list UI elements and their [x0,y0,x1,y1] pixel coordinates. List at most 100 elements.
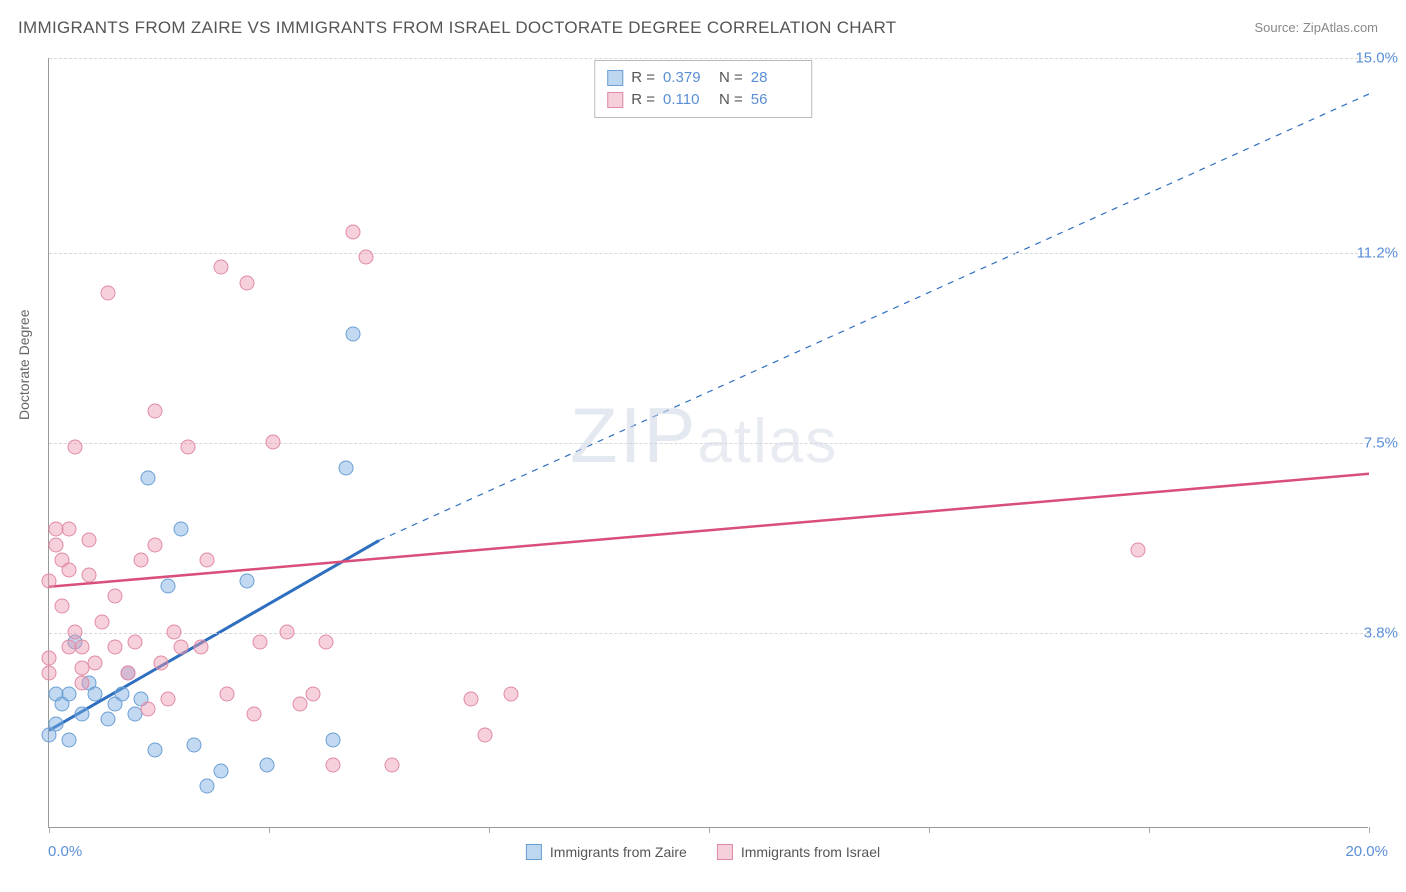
stats-legend-row: R = 0.110 N = 56 [607,89,799,111]
data-point [259,758,274,773]
data-point [200,553,215,568]
data-point [141,701,156,716]
x-axis-min-label: 0.0% [48,843,82,860]
stats-legend-row: R =0.379N =28 [607,67,799,89]
y-tick-label: 11.2% [1357,245,1398,262]
data-point [147,743,162,758]
data-point [464,691,479,706]
data-point [68,440,83,455]
data-point [213,260,228,275]
data-point [154,655,169,670]
legend-label: Immigrants from Zaire [550,844,687,860]
data-point [187,737,202,752]
data-point [48,717,63,732]
data-point [339,460,354,475]
data-point [306,686,321,701]
data-point [48,537,63,552]
data-point [75,640,90,655]
data-point [127,635,142,650]
data-point [174,640,189,655]
data-point [385,758,400,773]
stat-n-value: 28 [751,67,799,89]
trend-line [49,474,1369,587]
data-point [88,686,103,701]
grid-line [49,633,1368,634]
data-point [94,614,109,629]
legend-swatch [717,844,733,860]
x-tick [269,827,270,833]
x-axis-max-label: 20.0% [1345,843,1388,860]
legend-swatch [607,70,623,86]
x-tick [49,827,50,833]
grid-line [49,443,1368,444]
data-point [61,732,76,747]
data-point [147,404,162,419]
data-point [160,691,175,706]
legend-item: Immigrants from Israel [717,844,880,860]
data-point [477,727,492,742]
data-point [174,522,189,537]
data-point [167,624,182,639]
data-point [42,650,57,665]
data-point [325,758,340,773]
data-point [55,599,70,614]
data-point [114,686,129,701]
data-point [75,676,90,691]
data-point [358,250,373,265]
data-point [253,635,268,650]
data-point [160,578,175,593]
data-point [61,563,76,578]
x-tick [929,827,930,833]
data-point [1131,542,1146,557]
data-point [504,686,519,701]
data-point [319,635,334,650]
data-point [325,732,340,747]
legend-swatch [526,844,542,860]
data-point [121,666,136,681]
data-point [101,286,116,301]
data-point [68,624,83,639]
stat-r-label: R = [631,67,655,89]
stat-n-label: N = [719,89,743,111]
chart-title: IMMIGRANTS FROM ZAIRE VS IMMIGRANTS FROM… [18,18,896,38]
stat-r-value: 0.110 [663,89,711,111]
data-point [345,327,360,342]
data-point [81,568,96,583]
data-point [240,573,255,588]
data-point [61,686,76,701]
data-point [42,573,57,588]
grid-line [49,58,1368,59]
data-point [213,763,228,778]
legend-swatch [607,92,623,108]
data-point [292,696,307,711]
data-point [88,655,103,670]
data-point [266,435,281,450]
x-tick [489,827,490,833]
data-point [193,640,208,655]
y-tick-label: 7.5% [1364,435,1398,452]
y-axis-label: Doctorate Degree [16,309,32,420]
data-point [141,470,156,485]
stat-n-value: 56 [751,89,799,111]
data-point [134,553,149,568]
data-point [180,440,195,455]
source-attribution: Source: ZipAtlas.com [1254,20,1378,35]
bottom-legend: Immigrants from Zaire Immigrants from Isr… [526,844,880,860]
stat-r-label: R = [631,89,655,111]
data-point [108,640,123,655]
data-point [200,778,215,793]
grid-line [49,253,1368,254]
data-point [220,686,235,701]
data-point [42,666,57,681]
data-point [101,712,116,727]
data-point [61,522,76,537]
x-tick [1149,827,1150,833]
data-point [345,224,360,239]
data-point [147,537,162,552]
plot-area [48,58,1368,828]
data-point [75,707,90,722]
legend-item: Immigrants from Zaire [526,844,687,860]
y-tick-label: 15.0% [1355,50,1398,67]
trend-line-dashed [379,94,1369,541]
data-point [108,589,123,604]
